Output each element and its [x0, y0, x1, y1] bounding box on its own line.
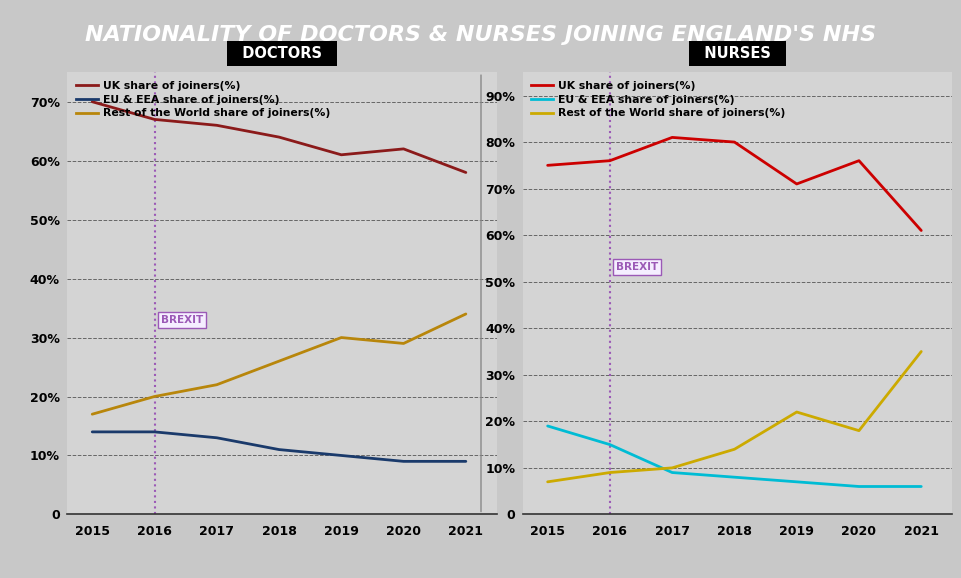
Text: BREXIT: BREXIT — [160, 315, 203, 325]
Text: NURSES: NURSES — [693, 46, 780, 61]
Text: DOCTORS: DOCTORS — [232, 46, 332, 61]
Text: BREXIT: BREXIT — [615, 262, 657, 272]
Text: NATIONALITY OF DOCTORS & NURSES JOINING ENGLAND'S NHS: NATIONALITY OF DOCTORS & NURSES JOINING … — [86, 24, 875, 45]
Legend: UK share of joiners(%), EU & EEA share of joiners(%), Rest of the World share of: UK share of joiners(%), EU & EEA share o… — [73, 77, 333, 122]
Legend: UK share of joiners(%), EU & EEA share of joiners(%), Rest of the World share of: UK share of joiners(%), EU & EEA share o… — [528, 77, 788, 122]
